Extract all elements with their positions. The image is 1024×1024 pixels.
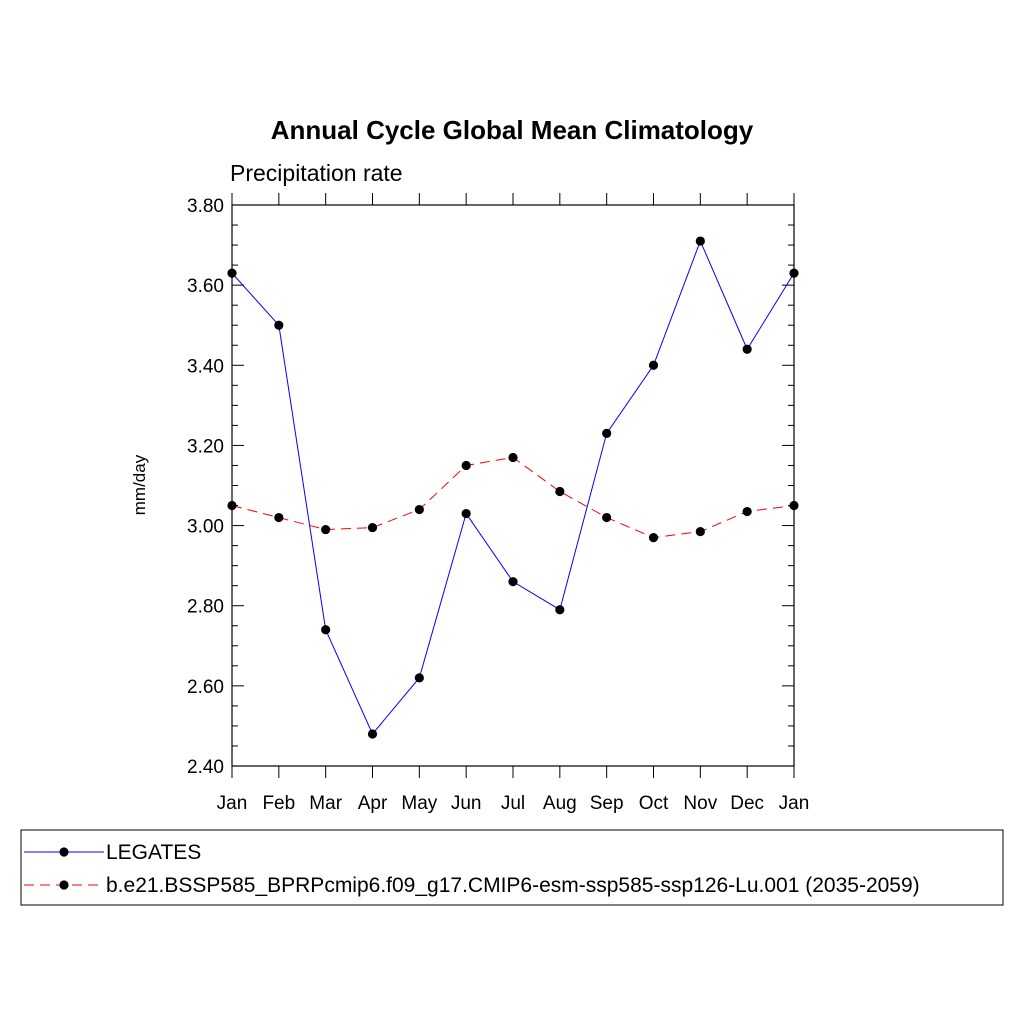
series-1 xyxy=(227,236,799,739)
x-tick-label: Jul xyxy=(501,793,525,814)
legend-marker xyxy=(59,847,69,857)
legend-entries: LEGATES b.e21.BSSP585_BPRPcmip6.f09_g17.C… xyxy=(24,841,920,897)
data-point xyxy=(414,673,424,683)
data-point xyxy=(227,500,237,511)
data-point xyxy=(648,532,659,543)
data-point xyxy=(695,526,705,537)
y-tick-label: 3.80 xyxy=(187,196,224,217)
data-point xyxy=(367,522,378,533)
data-point xyxy=(508,577,518,587)
data-point xyxy=(695,236,705,246)
data-point xyxy=(461,460,471,471)
legend-label: b.e21.BSSP585_BPRPcmip6.f09_g17.CMIP6-es… xyxy=(106,874,920,897)
x-tick-label: Jan xyxy=(217,793,248,814)
series-line xyxy=(231,456,795,539)
data-point xyxy=(648,360,659,370)
x-tick-label: May xyxy=(401,793,437,814)
y-tick-label: 3.00 xyxy=(187,517,224,538)
x-tick-label: Mar xyxy=(309,793,342,814)
series-layer xyxy=(227,236,799,739)
x-tick-label: Aug xyxy=(543,793,577,814)
y-tick-label: 3.40 xyxy=(187,356,224,377)
data-point xyxy=(321,524,331,535)
data-point xyxy=(367,729,378,739)
data-point xyxy=(321,625,331,635)
legend-label: LEGATES xyxy=(106,841,201,864)
y-tick-label: 2.60 xyxy=(187,677,224,698)
series-line xyxy=(231,239,795,735)
y-axis-label: mm/day xyxy=(130,454,149,515)
data-point xyxy=(742,344,752,354)
x-tick-label: Apr xyxy=(358,793,388,814)
x-tick-label: Jan xyxy=(779,793,810,814)
legend: LEGATES b.e21.BSSP585_BPRPcmip6.f09_g17.C… xyxy=(20,829,1004,906)
data-point xyxy=(227,268,237,278)
plot-frame xyxy=(231,204,795,767)
data-point xyxy=(555,486,565,497)
chart-title: Annual Cycle Global Mean Climatology xyxy=(271,115,754,145)
y-tick-label: 2.80 xyxy=(187,597,224,618)
x-tick-label: Nov xyxy=(683,793,717,814)
data-point xyxy=(789,500,799,511)
x-tick-label: Jun xyxy=(451,793,482,814)
data-point xyxy=(414,504,424,515)
data-point xyxy=(789,268,799,278)
legend-marker xyxy=(59,880,69,890)
data-point xyxy=(742,506,752,517)
y-tick-label: 3.20 xyxy=(187,436,224,457)
data-point xyxy=(602,512,612,523)
x-tick-label: Sep xyxy=(590,793,624,814)
x-tick-label: Oct xyxy=(639,793,669,814)
y-tick-label: 2.40 xyxy=(187,757,224,778)
chart-subtitle: Precipitation rate xyxy=(230,160,403,186)
series-2 xyxy=(227,452,799,543)
data-point xyxy=(508,452,518,463)
x-tick-label: Feb xyxy=(262,793,295,814)
x-tick-label: Dec xyxy=(730,793,764,814)
y-tick-label: 3.60 xyxy=(187,276,224,297)
data-point xyxy=(555,605,565,615)
data-point xyxy=(461,508,471,519)
data-point xyxy=(274,512,284,523)
legend-box xyxy=(20,829,1004,906)
data-point xyxy=(602,428,612,439)
data-point xyxy=(274,320,284,330)
axis-ticks: 2.40 2.60 2.80 3.00 3.20 3.40 3.60 3.80 Jan Feb Ma… xyxy=(187,193,809,814)
